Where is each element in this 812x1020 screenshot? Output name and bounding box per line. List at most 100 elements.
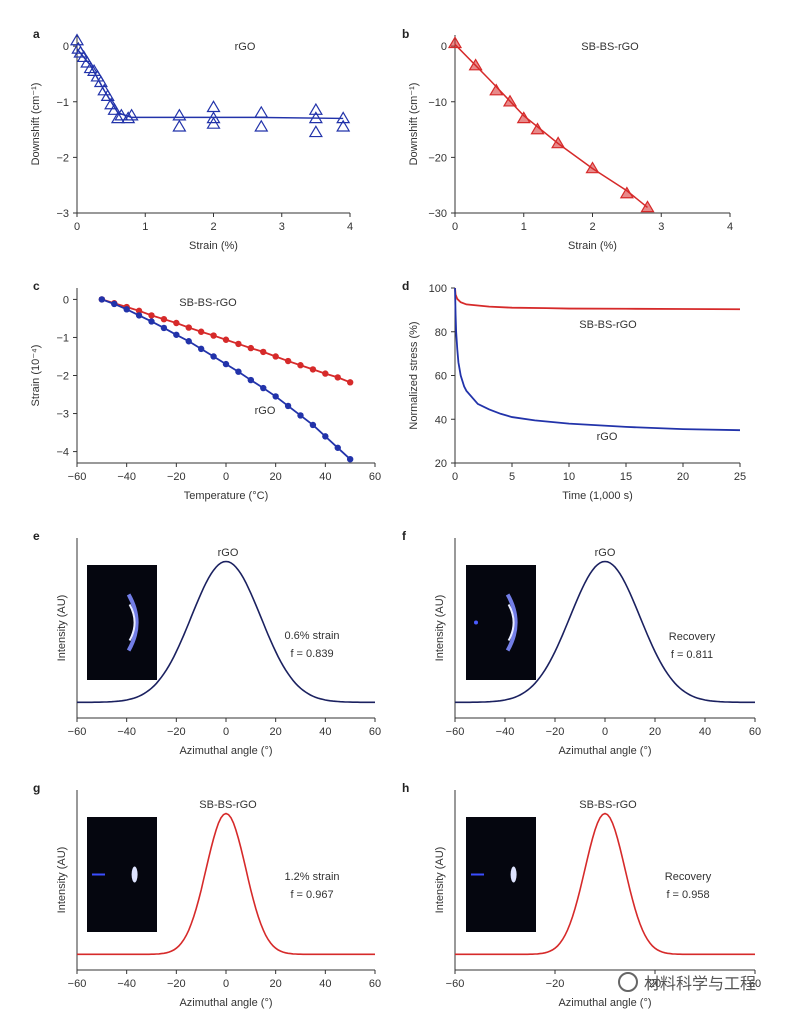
data-point bbox=[447, 36, 463, 49]
x-tick-label: −40 bbox=[117, 471, 136, 483]
x-tick-label: 20 bbox=[270, 726, 282, 738]
x-axis-label: Temperature (°C) bbox=[184, 490, 268, 502]
data-point bbox=[502, 94, 518, 107]
series-label: rGO bbox=[597, 431, 618, 443]
y-tick-label: −30 bbox=[428, 208, 447, 220]
series-label: SB-BS-rGO bbox=[199, 799, 257, 811]
panel-letter: h bbox=[402, 781, 409, 795]
x-tick-label: 1 bbox=[142, 221, 148, 233]
data-point bbox=[619, 186, 634, 199]
x-tick-label: −40 bbox=[117, 978, 136, 990]
x-axis-label: Azimuthal angle (°) bbox=[558, 997, 651, 1009]
x-tick-label: −60 bbox=[446, 726, 465, 738]
data-point bbox=[334, 374, 341, 381]
inset-spot bbox=[510, 866, 517, 883]
data-point bbox=[197, 345, 205, 353]
panel-c: −60 −40 −20 0 20 40 60 0 −1 −2 −3 −4 Temperature (°C… bbox=[30, 279, 381, 502]
y-axis-label: Intensity (AU) bbox=[56, 595, 68, 662]
data-point bbox=[222, 360, 230, 368]
x-axis-label: Azimuthal angle (°) bbox=[179, 997, 272, 1009]
series-line bbox=[454, 287, 741, 432]
x-tick-label: 4 bbox=[347, 221, 353, 233]
x-tick-label: 0 bbox=[223, 978, 229, 990]
panel-letter: f bbox=[402, 529, 407, 543]
y-tick-label: 20 bbox=[435, 458, 447, 470]
data-point bbox=[309, 421, 317, 429]
series-label: rGO bbox=[595, 547, 616, 559]
annotation: Recovery bbox=[665, 871, 712, 883]
x-tick-label: 2 bbox=[210, 221, 216, 233]
x-tick-label: 60 bbox=[369, 978, 381, 990]
data-point bbox=[206, 100, 221, 113]
x-tick-label: 1 bbox=[521, 221, 527, 233]
series-label: SB-BS-rGO bbox=[179, 297, 237, 309]
inset-image bbox=[87, 565, 157, 680]
data-point bbox=[254, 119, 269, 132]
x-tick-label: −20 bbox=[167, 471, 186, 483]
annotation: f = 0.967 bbox=[290, 889, 333, 901]
x-tick-label: 4 bbox=[727, 221, 733, 233]
y-tick-label: −2 bbox=[56, 152, 69, 164]
data-point bbox=[322, 433, 329, 440]
y-axis-label: Intensity (AU) bbox=[56, 847, 68, 914]
data-point bbox=[308, 125, 323, 138]
peak-curve bbox=[455, 812, 755, 956]
data-point bbox=[334, 444, 341, 451]
data-point bbox=[121, 111, 136, 124]
data-point bbox=[110, 111, 125, 124]
peak-curve bbox=[455, 560, 755, 704]
peak-curve bbox=[77, 560, 375, 704]
data-point bbox=[336, 111, 351, 124]
data-point bbox=[308, 102, 323, 115]
series-line bbox=[454, 287, 741, 311]
x-tick-label: 20 bbox=[270, 471, 282, 483]
data-point bbox=[206, 116, 221, 129]
x-tick-label: 0 bbox=[452, 221, 458, 233]
panel-letter: e bbox=[33, 529, 40, 543]
data-point bbox=[235, 368, 242, 375]
data-point bbox=[336, 119, 351, 132]
watermark: 材料科学与工程 bbox=[618, 970, 756, 994]
data-point bbox=[173, 319, 180, 327]
annotation: f = 0.839 bbox=[290, 648, 333, 660]
x-tick-label: −20 bbox=[546, 978, 565, 990]
data-point bbox=[346, 379, 354, 386]
inset-arc-highlight bbox=[128, 604, 136, 641]
data-point bbox=[111, 300, 118, 308]
data-point bbox=[100, 89, 115, 101]
y-axis-label: Downshift (cm⁻¹) bbox=[30, 83, 42, 166]
panel-a: 0 1 2 3 4 0 −1 −2 −3 Strain (%) Downshift (cm⁻¹) a r… bbox=[30, 27, 353, 252]
x-tick-label: 60 bbox=[369, 726, 381, 738]
series-label: rGO bbox=[218, 547, 239, 559]
data-point bbox=[124, 108, 139, 121]
panel-letter: b bbox=[402, 27, 409, 41]
data-point bbox=[185, 324, 192, 331]
series-label: SB-BS-rGO bbox=[579, 799, 637, 811]
data-point bbox=[98, 296, 106, 303]
data-point bbox=[308, 111, 323, 124]
panel-d: 0 5 10 15 20 25 20 40 60 80 100 Time (1,000 s) Norma… bbox=[402, 279, 746, 502]
data-point bbox=[160, 324, 168, 332]
x-tick-label: 0 bbox=[452, 471, 458, 483]
data-point bbox=[346, 455, 354, 463]
x-tick-label: 0 bbox=[602, 726, 608, 738]
data-point bbox=[185, 338, 192, 345]
panel-letter: c bbox=[33, 279, 40, 293]
data-point bbox=[254, 105, 269, 118]
x-tick-label: 10 bbox=[563, 471, 575, 483]
data-point bbox=[468, 58, 483, 71]
x-tick-label: 40 bbox=[319, 978, 331, 990]
data-point bbox=[530, 122, 545, 135]
y-tick-label: 0 bbox=[63, 41, 69, 53]
x-tick-label: −60 bbox=[446, 978, 465, 990]
data-point bbox=[309, 366, 317, 373]
series-label: rGO bbox=[255, 405, 276, 417]
data-point bbox=[206, 111, 221, 124]
y-tick-label: 80 bbox=[435, 327, 447, 339]
x-tick-label: 3 bbox=[279, 221, 285, 233]
x-tick-label: 20 bbox=[649, 726, 661, 738]
y-tick-label: 40 bbox=[435, 414, 447, 426]
panel-b: 0 1 2 3 4 0 −10 −20 −30 Strain (%) Downshift (cm⁻¹… bbox=[402, 27, 733, 252]
y-axis-label: Downshift (cm⁻¹) bbox=[408, 83, 420, 166]
x-tick-label: 0 bbox=[223, 726, 229, 738]
